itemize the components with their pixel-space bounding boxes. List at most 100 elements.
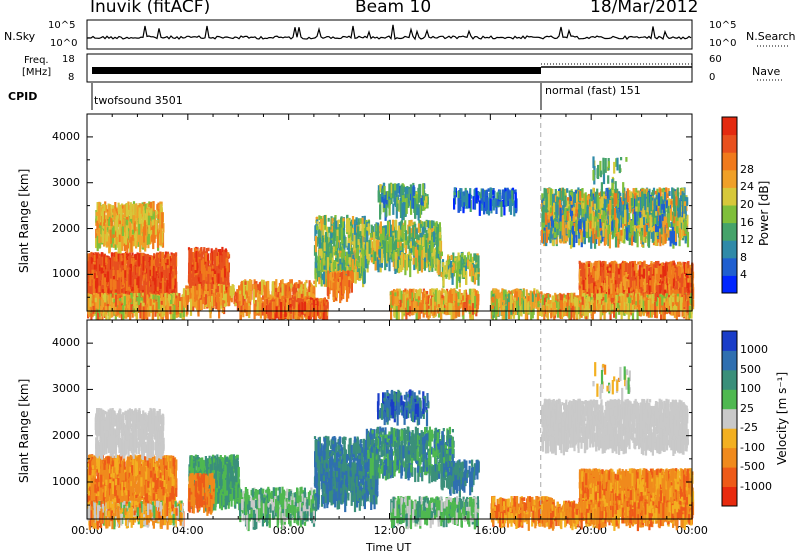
power-panel-cell xyxy=(313,285,316,297)
power-panel-cell xyxy=(175,270,178,274)
power-panel-cell xyxy=(418,250,421,256)
power-panel-cell xyxy=(265,286,268,303)
power-panel-cell xyxy=(275,298,278,302)
power-panel-cell xyxy=(385,200,388,206)
power-panel-cell xyxy=(347,252,350,260)
power-panel-cell xyxy=(96,235,99,252)
power-panel-cell xyxy=(348,267,351,273)
power-panel-cell xyxy=(367,248,370,261)
power-panel-cell xyxy=(189,271,192,286)
power-panel-cell xyxy=(358,273,361,279)
power-panel-cell xyxy=(150,259,153,268)
power-panel-cell xyxy=(166,268,169,277)
power-panel-cell xyxy=(171,263,174,272)
power-panel-cell xyxy=(152,211,155,220)
power-panel-cell xyxy=(431,253,434,259)
power-panel-cell xyxy=(382,240,385,245)
power-panel-cell xyxy=(287,282,290,287)
power-panel-cell xyxy=(369,236,373,248)
power-panel-cell xyxy=(399,201,403,218)
power-panel-cell xyxy=(310,299,313,305)
power-panel-cell xyxy=(328,286,331,295)
power-panel-cell xyxy=(314,273,317,288)
power-panel-cell xyxy=(224,289,227,297)
power-panel-cell xyxy=(364,255,367,269)
power-panel-cell xyxy=(412,245,415,253)
power-panel-cell xyxy=(316,221,319,225)
power-panel-cell xyxy=(361,233,364,246)
velocity-y-tick-label: 3000 xyxy=(52,382,80,396)
power-panel-cell xyxy=(338,276,341,283)
power-panel-cell xyxy=(379,232,383,247)
power-panel-cell xyxy=(389,246,392,259)
power-panel-cell xyxy=(323,271,326,285)
power-panel-cell xyxy=(322,215,325,229)
power-panel-cell xyxy=(102,294,105,300)
power-panel-cell xyxy=(135,272,138,277)
power-panel-cell xyxy=(366,242,369,259)
power-panel-cell xyxy=(248,305,251,315)
power-panel-cell xyxy=(293,283,297,299)
power-panel-cell xyxy=(284,297,287,302)
power-panel-cell xyxy=(200,273,203,282)
power-panel-cell xyxy=(427,220,430,231)
power-panel-cell xyxy=(286,283,289,298)
power-panel-cell xyxy=(107,295,110,311)
cpid-segment-1: twofsound 3501 xyxy=(94,94,183,107)
power-panel-cell xyxy=(395,183,398,198)
power-panel-cell xyxy=(439,240,442,251)
power-panel-cell xyxy=(339,288,342,304)
power-panel-cell xyxy=(100,236,103,243)
power-panel-cell xyxy=(334,278,337,290)
power-panel-cell xyxy=(152,294,155,300)
power-panel-cell xyxy=(123,206,126,217)
power-panel-cell xyxy=(87,293,90,308)
velocity-colorbar-tick: 1000 xyxy=(740,343,768,357)
freq-trace xyxy=(92,67,541,74)
power-panel-cell xyxy=(432,248,435,257)
power-panel-cell xyxy=(114,284,117,301)
power-panel-cell xyxy=(150,208,153,216)
power-panel-cell xyxy=(105,257,108,263)
power-panel-cell xyxy=(327,244,330,259)
power-panel-cell xyxy=(149,201,152,211)
power-panel-cell xyxy=(259,297,262,304)
power-panel-cell xyxy=(314,257,317,272)
power-panel-cell xyxy=(386,249,389,264)
power-panel-cell xyxy=(218,261,221,270)
power-panel-cell xyxy=(257,284,260,293)
velocity-y-tick-label: 1000 xyxy=(52,474,80,488)
power-panel-cell xyxy=(324,305,327,322)
power-panel-cell xyxy=(118,267,121,278)
power-panel-cell xyxy=(356,260,359,267)
power-panel-cell xyxy=(300,284,303,294)
power-panel-cell xyxy=(110,262,113,275)
power-panel-cell xyxy=(121,235,124,251)
power-panel-cell xyxy=(137,259,140,266)
power-panel-cell xyxy=(286,291,289,301)
power-panel-cell xyxy=(383,186,386,195)
power-panel-cell xyxy=(191,285,195,293)
power-panel-cell xyxy=(206,290,209,295)
power-panel-cell xyxy=(198,283,201,299)
velocity-colorbar-tick: -1000 xyxy=(740,479,772,493)
power-panel-cell xyxy=(113,261,116,275)
power-panel-cell xyxy=(259,299,262,314)
power-panel-cell xyxy=(102,299,105,308)
power-panel-cell xyxy=(119,261,122,272)
power-panel-cell xyxy=(108,283,111,289)
power-panel-cell xyxy=(134,204,137,217)
power-panel-cell xyxy=(436,226,439,241)
power-colorbar-tick: 28 xyxy=(740,162,754,176)
power-panel-cell xyxy=(350,270,353,279)
power-panel-cell xyxy=(129,298,132,303)
power-panel-cell xyxy=(137,276,140,289)
power-panel-cell xyxy=(152,225,155,242)
power-panel-cell xyxy=(333,250,336,256)
power-panel-cell xyxy=(412,225,415,242)
power-panel-cell xyxy=(399,250,402,256)
power-panel-cell xyxy=(391,219,395,231)
power-panel-cell xyxy=(172,254,175,266)
power-panel-cell xyxy=(328,237,331,242)
power-panel-cell xyxy=(224,248,227,253)
